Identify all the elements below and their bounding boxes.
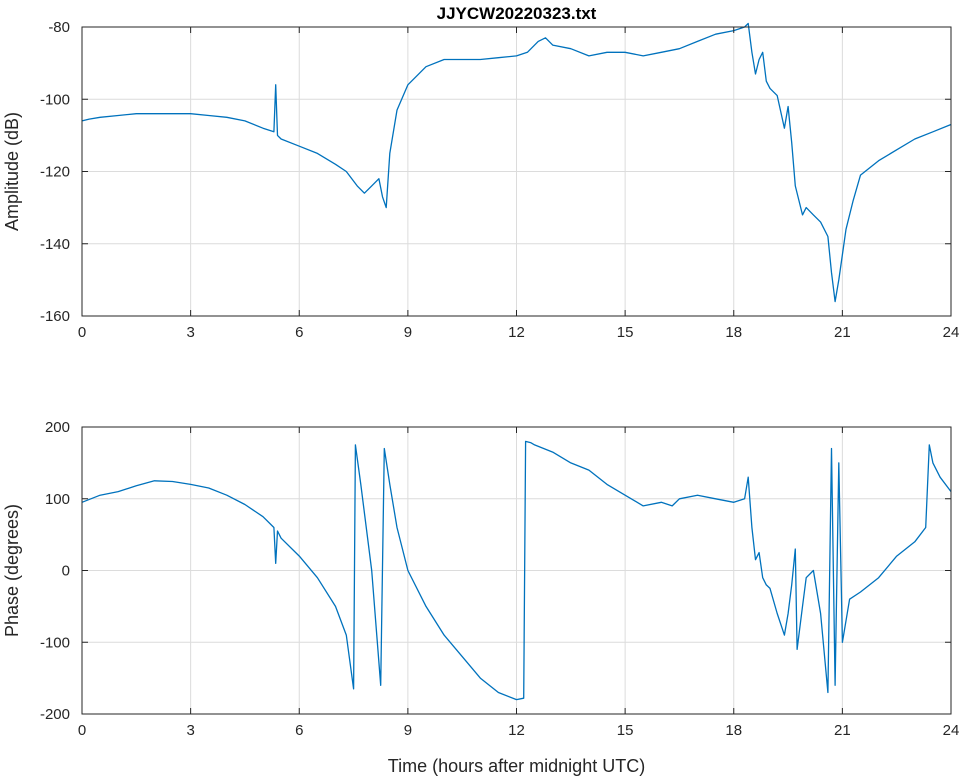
phase-x-axis-label: Time (hours after midnight UTC) (388, 756, 645, 776)
amplitude-y-tick-label: -160 (40, 308, 70, 325)
amplitude-y-tick-label: -80 (48, 19, 70, 36)
phase-x-tick-label: 3 (186, 722, 194, 739)
phase-x-tick-label: 9 (404, 722, 412, 739)
amplitude-y-tick-label: -140 (40, 236, 70, 253)
phase-y-tick-label: -100 (40, 634, 70, 651)
phase-x-tick-label: 21 (834, 722, 851, 739)
amplitude-chart-title: JJYCW20220323.txt (437, 4, 597, 23)
phase-x-tick-label: 18 (725, 722, 742, 739)
phase-series-line (81, 440, 952, 701)
amplitude-x-tick-label: 3 (186, 324, 194, 341)
phase-y-tick-label: -200 (40, 706, 70, 723)
amplitude-x-tick-label: 21 (834, 324, 851, 341)
amplitude-plot: 0 3 6 9 12 15 18 21 24 -160 -140 -120 -100 -80 JJYCW20… (2, 4, 959, 341)
amplitude-series-line (81, 22, 952, 303)
phase-x-tick-label: 15 (617, 722, 634, 739)
phase-y-tick-label: 100 (45, 491, 70, 508)
amplitude-y-axis-label: Amplitude (dB) (2, 112, 22, 231)
amplitude-y-tick-label: -120 (40, 164, 70, 181)
phase-x-tick-label: 12 (508, 722, 525, 739)
amplitude-y-tick-label: -100 (40, 91, 70, 108)
phase-y-tick-label: 0 (62, 563, 70, 580)
amplitude-x-tick-label: 12 (508, 324, 525, 341)
amplitude-x-tick-label: 9 (404, 324, 412, 341)
phase-x-tick-label: 0 (78, 722, 86, 739)
phase-x-tick-label: 6 (295, 722, 303, 739)
phase-y-axis-label: Phase (degrees) (2, 504, 22, 637)
amplitude-x-tick-label: 24 (943, 324, 960, 341)
amplitude-x-tick-label: 0 (78, 324, 86, 341)
amplitude-x-tick-label: 18 (725, 324, 742, 341)
phase-plot: 0 3 6 9 12 15 18 21 24 -200 -100 0 100 200 Time (hours… (2, 419, 959, 776)
amplitude-x-tick-label: 15 (617, 324, 634, 341)
amplitude-x-tick-label: 6 (295, 324, 303, 341)
phase-y-tick-label: 200 (45, 419, 70, 436)
phase-x-tick-label: 24 (943, 722, 960, 739)
